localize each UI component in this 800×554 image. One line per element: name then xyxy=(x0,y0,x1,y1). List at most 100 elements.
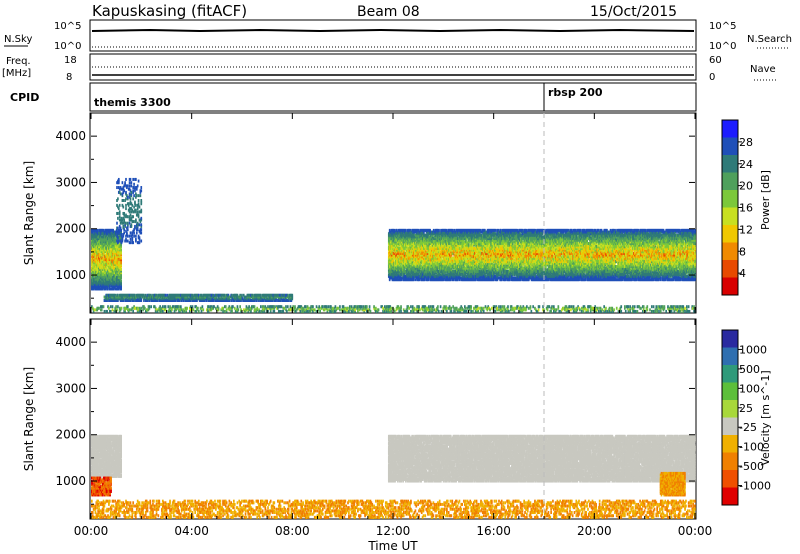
data-cell xyxy=(91,245,94,249)
data-cell xyxy=(161,297,163,301)
data-cell xyxy=(106,263,109,267)
data-cell xyxy=(117,285,120,289)
data-cell xyxy=(120,267,122,271)
data-cell xyxy=(107,276,110,280)
data-cell xyxy=(97,263,99,267)
data-cell xyxy=(99,259,102,263)
data-cell xyxy=(117,216,119,220)
data-cell xyxy=(99,276,102,280)
data-cell xyxy=(165,299,168,302)
data-cell xyxy=(131,299,134,302)
data-cell xyxy=(224,295,226,299)
data-cell xyxy=(398,242,401,246)
data-cell xyxy=(122,187,125,191)
data-cell xyxy=(96,263,99,267)
data-cell xyxy=(391,274,394,278)
data-cell xyxy=(119,276,122,280)
data-cell xyxy=(103,254,106,258)
data-cell xyxy=(108,240,111,244)
data-cell xyxy=(128,215,131,219)
data-cell xyxy=(398,228,401,232)
data-cell xyxy=(102,266,105,270)
data-cell xyxy=(132,241,135,245)
data-cell xyxy=(101,251,104,255)
data-cell xyxy=(106,293,108,297)
data-cell xyxy=(91,238,94,242)
data-cell xyxy=(136,228,139,232)
data-cell xyxy=(289,293,292,297)
data-cell xyxy=(114,282,116,286)
data-cell xyxy=(110,284,113,288)
data-cell xyxy=(118,211,121,215)
data-cell xyxy=(131,231,134,235)
data-cell xyxy=(122,293,125,297)
data-cell xyxy=(271,293,274,297)
data-cell xyxy=(93,266,96,270)
data-cell xyxy=(108,243,111,247)
data-cell xyxy=(397,273,400,277)
data-cell xyxy=(140,293,143,297)
data-cell xyxy=(113,240,115,244)
data-cell xyxy=(110,297,113,301)
data-cell xyxy=(275,297,277,301)
data-cell xyxy=(226,295,229,299)
data-cell xyxy=(235,299,238,302)
data-cell xyxy=(126,223,129,227)
data-cell xyxy=(119,186,122,190)
data-cell xyxy=(135,231,138,235)
data-cell xyxy=(105,245,107,249)
data-cell xyxy=(392,269,395,273)
data-cell xyxy=(112,263,114,267)
data-cell xyxy=(137,236,140,240)
data-cell xyxy=(396,261,398,265)
data-cell xyxy=(130,234,133,238)
data-cell xyxy=(94,250,97,254)
data-cell xyxy=(134,187,136,191)
data-cell xyxy=(398,276,401,280)
data-cell xyxy=(387,240,390,244)
data-cell xyxy=(106,241,108,245)
data-cell xyxy=(119,192,122,196)
data-cell xyxy=(389,246,392,250)
data-cell xyxy=(98,272,101,276)
data-cell xyxy=(113,243,115,247)
data-cell xyxy=(98,248,101,252)
data-cell xyxy=(118,263,121,267)
data-cell xyxy=(286,293,288,297)
data-cell xyxy=(392,237,395,241)
data-cell xyxy=(106,284,109,288)
data-cell xyxy=(130,223,133,227)
data-cell xyxy=(187,297,189,301)
data-cell xyxy=(118,253,121,257)
data-cell xyxy=(112,271,114,275)
data-cell xyxy=(396,255,398,259)
data-cell xyxy=(113,259,115,263)
data-cell xyxy=(122,186,125,190)
data-cell xyxy=(117,258,120,262)
data-cell xyxy=(396,237,399,241)
data-cell xyxy=(103,246,106,250)
data-cell xyxy=(206,299,208,302)
data-cell xyxy=(396,278,399,282)
data-cell xyxy=(95,285,98,289)
data-cell xyxy=(188,297,191,301)
data-cell xyxy=(396,261,399,265)
data-cell xyxy=(121,221,124,225)
data-cell xyxy=(108,238,111,242)
data-cell xyxy=(104,271,107,275)
data-cell xyxy=(256,293,259,297)
data-cell xyxy=(115,259,118,263)
data-cell xyxy=(152,297,154,301)
data-cell xyxy=(106,295,108,299)
data-cell xyxy=(390,268,393,272)
data-cell xyxy=(118,282,121,286)
data-cell xyxy=(161,299,163,302)
data-cell xyxy=(117,231,119,235)
data-cell xyxy=(115,287,118,291)
data-cell xyxy=(113,271,115,275)
data-cell xyxy=(114,279,117,283)
data-cell xyxy=(397,242,400,246)
data-cell xyxy=(163,293,166,297)
data-cell xyxy=(106,258,109,262)
cpid-panel xyxy=(89,82,697,112)
